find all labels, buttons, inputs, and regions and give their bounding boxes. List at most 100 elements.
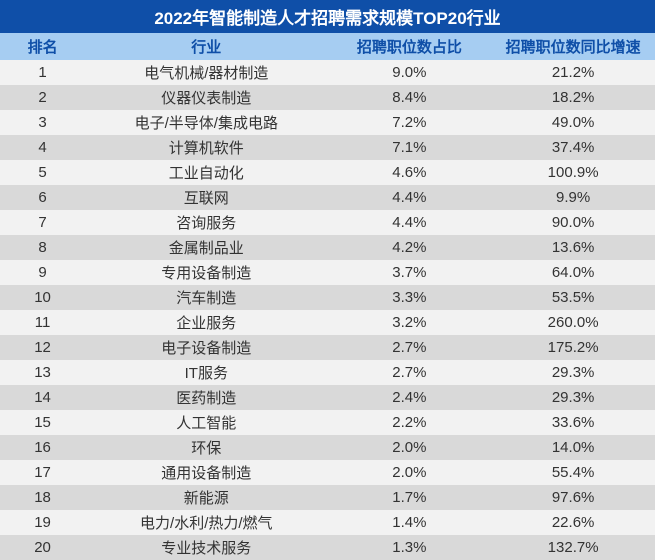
table-cell-rank: 10 [0,285,85,310]
table-cell-rank: 16 [0,435,85,460]
table-row: 9专用设备制造3.7%64.0% [0,260,655,285]
table-cell-share: 8.4% [327,85,491,110]
table-cell-share: 4.2% [327,235,491,260]
table-cell-rank: 5 [0,160,85,185]
table-row: 19电力/水利/热力/燃气1.4%22.6% [0,510,655,535]
table-cell-rank: 1 [0,60,85,85]
table-cell-industry: 电子设备制造 [85,335,327,360]
table-cell-growth: 260.0% [491,310,655,335]
table-row: 4计算机软件7.1%37.4% [0,135,655,160]
table-cell-industry: 电力/水利/热力/燃气 [85,510,327,535]
table-cell-industry: 人工智能 [85,410,327,435]
table-cell-rank: 12 [0,335,85,360]
table-cell-industry: 工业自动化 [85,160,327,185]
table-row: 10汽车制造3.3%53.5% [0,285,655,310]
table-cell-growth: 37.4% [491,135,655,160]
table-row: 15人工智能2.2%33.6% [0,410,655,435]
table-cell-rank: 17 [0,460,85,485]
table-cell-growth: 49.0% [491,110,655,135]
table-row: 5工业自动化4.6%100.9% [0,160,655,185]
table-header-row: 排名行业招聘职位数占比招聘职位数同比增速 [0,33,655,60]
table-cell-growth: 13.6% [491,235,655,260]
table-cell-share: 4.4% [327,185,491,210]
table-cell-rank: 4 [0,135,85,160]
table-header-cell: 招聘职位数占比 [327,33,491,60]
table-header-cell: 招聘职位数同比增速 [491,33,655,60]
table-cell-industry: IT服务 [85,360,327,385]
table-cell-rank: 2 [0,85,85,110]
table-header-cell: 行业 [85,33,327,60]
table-cell-growth: 29.3% [491,360,655,385]
table-body: 1电气机械/器材制造9.0%21.2%2仪器仪表制造8.4%18.2%3电子/半… [0,60,655,560]
table-row: 6互联网4.4%9.9% [0,185,655,210]
table-cell-rank: 20 [0,535,85,560]
table-cell-share: 9.0% [327,60,491,85]
table-cell-growth: 175.2% [491,335,655,360]
table-cell-industry: 企业服务 [85,310,327,335]
table-cell-rank: 18 [0,485,85,510]
table-row: 8金属制品业4.2%13.6% [0,235,655,260]
table-cell-growth: 132.7% [491,535,655,560]
table-cell-rank: 13 [0,360,85,385]
table-cell-industry: 专用设备制造 [85,260,327,285]
table-cell-rank: 15 [0,410,85,435]
table-cell-industry: 金属制品业 [85,235,327,260]
table-cell-share: 4.6% [327,160,491,185]
table-row: 16环保2.0%14.0% [0,435,655,460]
table-cell-share: 2.7% [327,335,491,360]
table-row: 12电子设备制造2.7%175.2% [0,335,655,360]
table-cell-rank: 8 [0,235,85,260]
table-cell-rank: 19 [0,510,85,535]
table-cell-growth: 22.6% [491,510,655,535]
table-cell-share: 4.4% [327,210,491,235]
table-cell-share: 2.2% [327,410,491,435]
table-cell-growth: 21.2% [491,60,655,85]
table-cell-share: 2.0% [327,460,491,485]
table-cell-industry: 计算机软件 [85,135,327,160]
table-cell-rank: 9 [0,260,85,285]
table-cell-growth: 64.0% [491,260,655,285]
table-cell-share: 3.7% [327,260,491,285]
table-cell-industry: 电气机械/器材制造 [85,60,327,85]
table-cell-share: 1.3% [327,535,491,560]
table-cell-rank: 6 [0,185,85,210]
table-cell-rank: 7 [0,210,85,235]
table-row: 3电子/半导体/集成电路7.2%49.0% [0,110,655,135]
table-cell-growth: 55.4% [491,460,655,485]
table-cell-industry: 互联网 [85,185,327,210]
table-cell-share: 7.2% [327,110,491,135]
table-cell-share: 1.4% [327,510,491,535]
table-cell-share: 2.7% [327,360,491,385]
table-row: 17通用设备制造2.0%55.4% [0,460,655,485]
table-cell-rank: 11 [0,310,85,335]
table-container: 2022年智能制造人才招聘需求规模TOP20行业 排名行业招聘职位数占比招聘职位… [0,0,655,560]
table-cell-share: 1.7% [327,485,491,510]
table-cell-growth: 53.5% [491,285,655,310]
table-cell-industry: 专业技术服务 [85,535,327,560]
table-cell-growth: 29.3% [491,385,655,410]
table-cell-share: 2.4% [327,385,491,410]
table-title: 2022年智能制造人才招聘需求规模TOP20行业 [0,0,655,33]
table-cell-industry: 咨询服务 [85,210,327,235]
table-cell-industry: 新能源 [85,485,327,510]
table-cell-industry: 汽车制造 [85,285,327,310]
table-cell-share: 7.1% [327,135,491,160]
table-cell-rank: 3 [0,110,85,135]
table-row: 11企业服务3.2%260.0% [0,310,655,335]
table-cell-growth: 9.9% [491,185,655,210]
table-cell-industry: 通用设备制造 [85,460,327,485]
table-cell-growth: 33.6% [491,410,655,435]
table-row: 18新能源1.7%97.6% [0,485,655,510]
table-cell-industry: 仪器仪表制造 [85,85,327,110]
table-cell-growth: 18.2% [491,85,655,110]
table-header-cell: 排名 [0,33,85,60]
table-row: 13IT服务2.7%29.3% [0,360,655,385]
table-row: 2仪器仪表制造8.4%18.2% [0,85,655,110]
table-cell-industry: 医药制造 [85,385,327,410]
table-cell-growth: 100.9% [491,160,655,185]
table-cell-share: 3.3% [327,285,491,310]
table-row: 20专业技术服务1.3%132.7% [0,535,655,560]
table-cell-rank: 14 [0,385,85,410]
table-cell-growth: 14.0% [491,435,655,460]
table-cell-industry: 电子/半导体/集成电路 [85,110,327,135]
